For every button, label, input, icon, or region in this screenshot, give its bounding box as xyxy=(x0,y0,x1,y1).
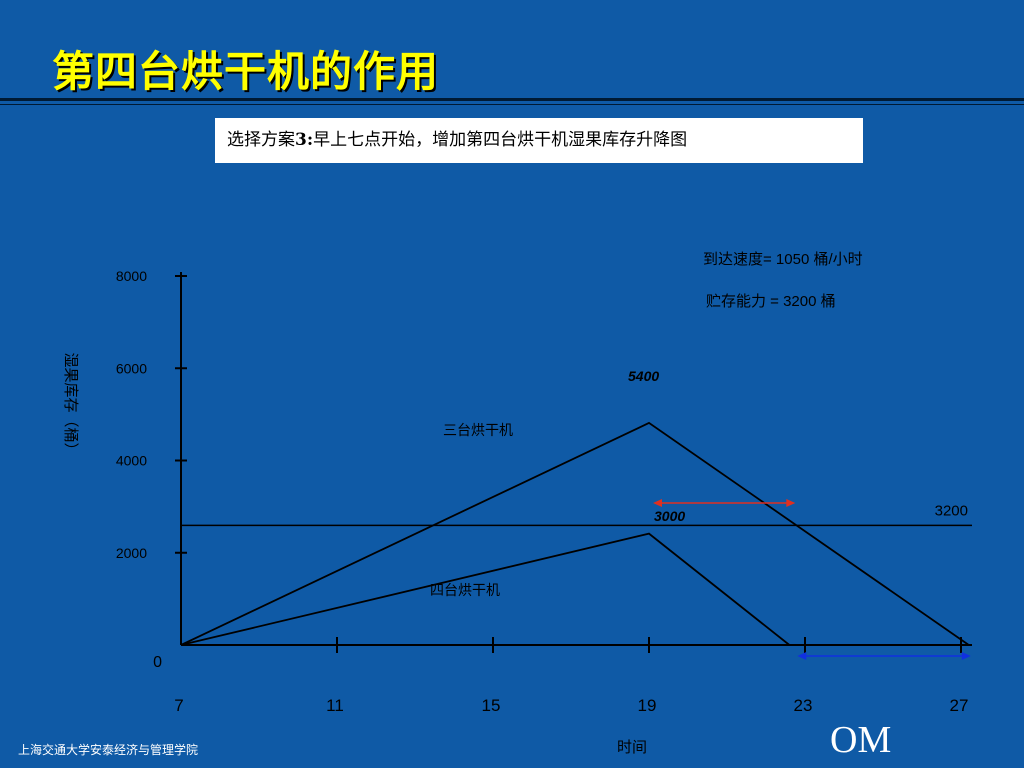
x-tick-label: 27 xyxy=(950,696,969,715)
title-rule-thin xyxy=(0,104,1024,105)
y-tick-label: 4000 xyxy=(116,453,147,469)
y-axis-title: 湿果库存（桶） xyxy=(62,352,79,457)
y-tick-label: 8000 xyxy=(116,268,147,284)
y-tick-label: 2000 xyxy=(116,545,147,561)
blue-interval-arrow-head-right xyxy=(961,652,971,660)
storage-note: 贮存能力 = 3200 桶 xyxy=(706,293,836,310)
x-tick-label: 23 xyxy=(794,696,813,715)
y-tick-label: 0 xyxy=(153,654,162,671)
arrows-group xyxy=(653,499,971,660)
peak-label-5400: 5400 xyxy=(628,368,659,384)
arrival-rate-note: 到达速度= 1050 桶/小时 xyxy=(703,251,863,268)
red-interval-arrow-head-left xyxy=(653,499,662,507)
peak-label-3000: 3000 xyxy=(654,508,685,524)
red-interval-arrow-head-right xyxy=(786,499,796,507)
footer-om-logo: OM xyxy=(830,719,892,761)
reference-line-group: 3200 xyxy=(181,502,972,527)
red-interval-arrow xyxy=(653,499,796,507)
series-line-2 xyxy=(180,532,790,646)
series-line-1 xyxy=(180,421,970,646)
x-axis-title: 时间 xyxy=(617,739,647,756)
series-label-four: 四台烘干机 xyxy=(430,582,500,598)
series-label-three: 三台烘干机 xyxy=(443,422,513,438)
slide-title: 第四台烘干机的作用 xyxy=(52,47,440,96)
subtitle-box: 选择方案3:早上七点开始，增加第四台烘干机湿果库存升降图 xyxy=(215,118,863,163)
subtitle-number: 3: xyxy=(295,130,314,150)
title-rule xyxy=(0,98,1024,101)
subtitle-rest: 早上七点开始，增加第四台烘干机湿果库存升降图 xyxy=(313,130,688,150)
footer-institution: 上海交通大学安泰经济与管理学院 xyxy=(18,743,199,757)
subtitle-prefix: 选择方案 xyxy=(227,130,295,150)
x-tick-label: 11 xyxy=(326,696,344,715)
x-tick-label: 7 xyxy=(174,696,183,715)
x-tick-label: 15 xyxy=(482,696,501,715)
y-tick-label: 6000 xyxy=(116,360,147,376)
axes: 0 2000 4000 6000 8000 7 11 15 19 23 27 时间 湿果库存（桶） xyxy=(62,268,972,756)
series-group xyxy=(180,421,970,646)
capacity-label: 3200 xyxy=(935,502,968,519)
blue-interval-arrow-head-left xyxy=(797,652,807,660)
x-tick-label: 19 xyxy=(638,696,657,715)
blue-interval-arrow xyxy=(797,652,971,660)
